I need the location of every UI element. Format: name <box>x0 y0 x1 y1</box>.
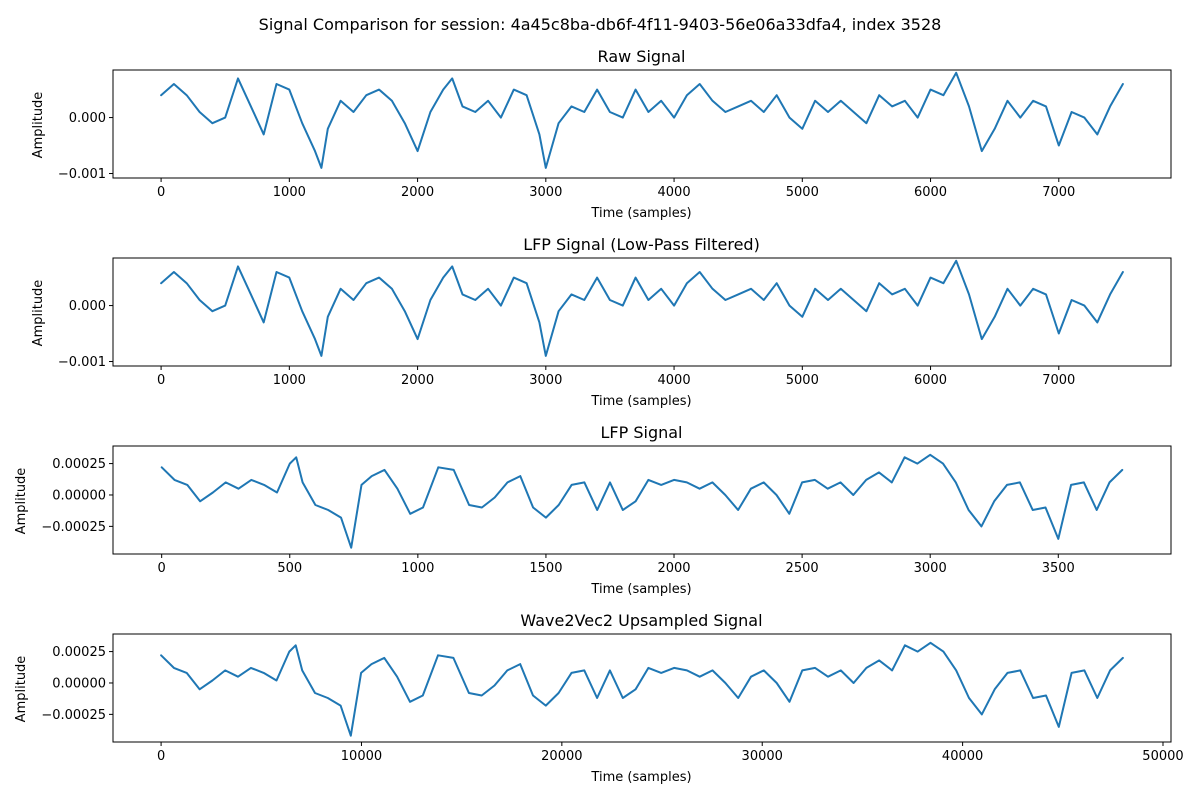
x-tick-label: 40000 <box>942 749 983 764</box>
x-tick-label: 7000 <box>1042 373 1075 388</box>
y-tick-label: 0.00000 <box>52 676 106 691</box>
axes-frame <box>112 633 1172 743</box>
panel-lfp-low-pass: LFP Signal (Low-Pass Filtered) Time (sam… <box>31 235 1172 409</box>
x-tick-label: 7000 <box>1042 185 1075 200</box>
x-tick-label: 3000 <box>914 561 947 576</box>
x-tick-label: 5000 <box>786 373 819 388</box>
x-tick-label: 2000 <box>657 561 690 576</box>
panel-title: Raw Signal <box>598 47 686 66</box>
x-tick-label: 1000 <box>273 373 306 388</box>
x-tick-label: 4000 <box>658 185 691 200</box>
x-tick-label: 1500 <box>529 561 562 576</box>
axes-frame <box>112 257 1172 367</box>
x-tick-label: 0 <box>157 185 165 200</box>
panel-lfp-signal: LFP Signal Time (samples) Amplitude 0 500… <box>14 423 1172 597</box>
x-tick-label: 0 <box>158 561 166 576</box>
x-tick-label: 30000 <box>742 749 783 764</box>
y-tick-label: −0.001 <box>58 355 106 370</box>
panel-title: LFP Signal <box>601 423 683 442</box>
x-tick-label: 3500 <box>1042 561 1075 576</box>
x-tick-label: 6000 <box>914 373 947 388</box>
y-tick-label: 0.000 <box>69 111 106 126</box>
x-tick-label: 20000 <box>541 749 582 764</box>
x-tick-label: 5000 <box>786 185 819 200</box>
y-tick-label: 0.00025 <box>52 645 106 660</box>
y-axis-label: Amplitude <box>31 92 46 159</box>
y-tick-label: −0.001 <box>58 167 106 182</box>
signal-line <box>160 453 1124 549</box>
y-tick-label: 0.00000 <box>52 488 106 503</box>
x-tick-label: 2500 <box>786 561 819 576</box>
panel-raw-signal: Raw Signal Time (samples) Amplitude 0 100… <box>31 47 1172 221</box>
y-tick-label: 0.00025 <box>52 457 106 472</box>
y-tick-label: −0.00025 <box>41 520 106 535</box>
signal-line <box>160 71 1124 169</box>
signal-line <box>160 259 1124 357</box>
y-tick-label: −0.00025 <box>41 708 106 723</box>
y-axis-label: Amplitude <box>14 656 29 723</box>
x-tick-label: 50000 <box>1142 749 1183 764</box>
x-axis-label: Time (samples) <box>590 394 691 409</box>
axes-frame <box>112 445 1172 555</box>
x-tick-label: 2000 <box>401 185 434 200</box>
x-tick-label: 0 <box>157 373 165 388</box>
x-tick-label: 4000 <box>658 373 691 388</box>
x-tick-label: 1000 <box>401 561 434 576</box>
y-tick-label: 0.000 <box>69 299 106 314</box>
panel-wave2vec2-upsampled: Wave2Vec2 Upsampled Signal Time (samples… <box>14 611 1184 785</box>
panel-title: LFP Signal (Low-Pass Filtered) <box>523 235 760 254</box>
x-tick-label: 1000 <box>273 185 306 200</box>
x-tick-label: 10000 <box>341 749 382 764</box>
x-tick-label: 6000 <box>914 185 947 200</box>
axes-frame <box>112 69 1172 179</box>
x-tick-label: 500 <box>277 561 302 576</box>
x-axis-label: Time (samples) <box>590 770 691 785</box>
y-axis-label: Amplitude <box>14 468 29 535</box>
x-tick-label: 3000 <box>529 185 562 200</box>
signal-line <box>160 641 1124 737</box>
figure-title: Signal Comparison for session: 4a45c8ba-… <box>259 15 942 34</box>
x-axis-label: Time (samples) <box>590 582 691 597</box>
x-tick-label: 3000 <box>529 373 562 388</box>
panel-title: Wave2Vec2 Upsampled Signal <box>520 611 762 630</box>
x-tick-label: 2000 <box>401 373 434 388</box>
x-tick-label: 0 <box>157 749 165 764</box>
y-axis-label: Amplitude <box>31 280 46 347</box>
x-axis-label: Time (samples) <box>590 206 691 221</box>
